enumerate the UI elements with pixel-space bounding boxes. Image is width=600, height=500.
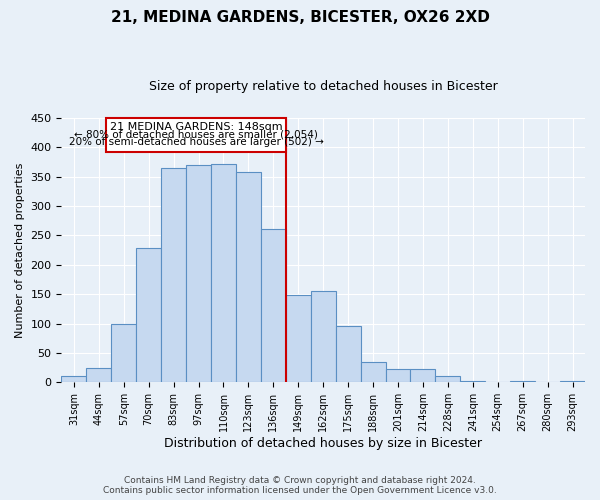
Bar xyxy=(261,230,286,382)
Bar xyxy=(61,376,86,382)
Bar xyxy=(111,324,136,382)
Bar xyxy=(236,172,261,382)
FancyBboxPatch shape xyxy=(106,118,286,152)
Text: 20% of semi-detached houses are larger (502) →: 20% of semi-detached houses are larger (… xyxy=(68,136,323,146)
Text: ← 80% of detached houses are smaller (2,054): ← 80% of detached houses are smaller (2,… xyxy=(74,130,318,140)
X-axis label: Distribution of detached houses by size in Bicester: Distribution of detached houses by size … xyxy=(164,437,482,450)
Bar xyxy=(510,381,535,382)
Bar xyxy=(335,326,361,382)
Text: 21, MEDINA GARDENS, BICESTER, OX26 2XD: 21, MEDINA GARDENS, BICESTER, OX26 2XD xyxy=(110,10,490,25)
Bar xyxy=(460,380,485,382)
Bar xyxy=(386,370,410,382)
Bar xyxy=(286,296,311,382)
Bar xyxy=(136,248,161,382)
Text: 21 MEDINA GARDENS: 148sqm: 21 MEDINA GARDENS: 148sqm xyxy=(110,122,283,132)
Bar xyxy=(436,376,460,382)
Y-axis label: Number of detached properties: Number of detached properties xyxy=(15,162,25,338)
Bar xyxy=(211,164,236,382)
Bar xyxy=(161,168,186,382)
Bar xyxy=(410,370,436,382)
Bar xyxy=(86,368,111,382)
Bar xyxy=(560,381,585,382)
Bar xyxy=(361,362,386,382)
Title: Size of property relative to detached houses in Bicester: Size of property relative to detached ho… xyxy=(149,80,497,93)
Bar xyxy=(311,291,335,382)
Bar xyxy=(186,165,211,382)
Text: Contains HM Land Registry data © Crown copyright and database right 2024.
Contai: Contains HM Land Registry data © Crown c… xyxy=(103,476,497,495)
